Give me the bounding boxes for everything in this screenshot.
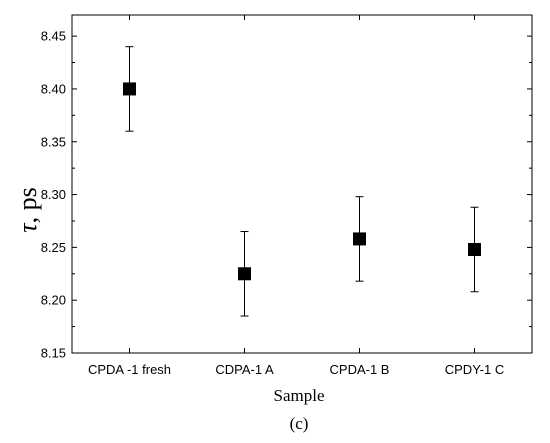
data-point <box>468 242 481 256</box>
y-tick-label: 8.20 <box>41 293 66 308</box>
data-marks <box>123 46 481 317</box>
y-tick-label: 8.15 <box>41 346 66 361</box>
data-point <box>238 267 251 281</box>
plot-frame <box>71 14 533 354</box>
x-tick-label: CPDA -1 fresh <box>88 362 171 377</box>
data-point <box>123 82 136 96</box>
x-tick-label: CPDA-1 B <box>330 362 390 377</box>
x-tick-label: CDPA-1 A <box>215 362 274 377</box>
y-tick-label: 8.35 <box>41 134 66 149</box>
x-axis-label: Sample <box>274 386 325 405</box>
y-axis-label-unit: , ps <box>13 187 42 223</box>
data-point <box>353 232 366 246</box>
y-tick-label: 8.30 <box>41 187 66 202</box>
x-tick-label: CPDY-1 C <box>445 362 504 377</box>
x-axis-ticks: CPDA -1 fresh CDPA-1 A CPDA-1 B CPDY-1 C <box>88 15 504 377</box>
y-tick-label: 8.40 <box>41 81 66 96</box>
y-tick-label: 8.25 <box>41 240 66 255</box>
y-axis-label-symbol: τ <box>13 222 42 233</box>
y-axis-label: τ, ps <box>13 187 42 232</box>
y-axis-ticks: 8.15 8.20 8.25 8.30 8.35 8.40 8.45 <box>41 29 532 361</box>
y-tick-label: 8.45 <box>41 29 66 44</box>
figure-caption: (c) <box>290 414 309 433</box>
